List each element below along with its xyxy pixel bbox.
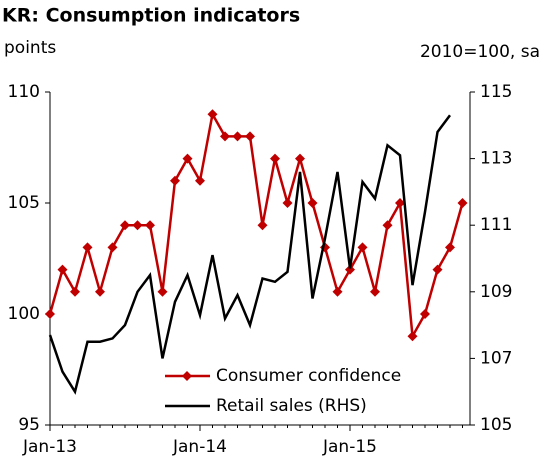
point-marker: [332, 286, 343, 297]
point-marker: [82, 242, 93, 253]
point-marker: [257, 220, 268, 231]
y-axis-label: points: [4, 38, 56, 58]
point-marker: [207, 109, 218, 120]
point-marker: [270, 153, 280, 164]
point-marker: [307, 198, 318, 208]
point-marker: [132, 220, 143, 231]
y2-axis-label: 2010=100, sa: [420, 42, 540, 62]
point-marker: [245, 131, 255, 142]
chart-title: KR: Consumption indicators: [2, 5, 300, 27]
y-tick-label: 95: [18, 415, 40, 435]
point-marker: [370, 286, 380, 297]
point-marker: [145, 220, 155, 231]
legend-label: Consumer confidence: [216, 366, 401, 386]
y2-tick-label: 111: [480, 215, 512, 235]
series-line: [48, 114, 451, 395]
point-marker: [282, 198, 293, 208]
legend-marker: [182, 371, 192, 381]
point-marker: [220, 131, 230, 142]
y2-tick-label: 113: [480, 149, 512, 169]
y2-tick-label: 109: [480, 282, 512, 302]
point-marker: [345, 264, 355, 275]
point-marker: [107, 242, 118, 253]
point-marker: [195, 175, 205, 186]
point-marker: [295, 153, 305, 164]
point-marker: [157, 286, 168, 297]
point-marker: [120, 220, 130, 231]
point-marker: [407, 331, 418, 342]
y-tick-label: 100: [8, 304, 40, 324]
y2-tick-label: 107: [480, 348, 512, 368]
point-marker: [57, 264, 68, 275]
point-marker: [420, 309, 430, 319]
point-marker: [382, 220, 393, 231]
y-tick-label: 110: [8, 82, 40, 102]
series-line: [48, 110, 464, 341]
y2-tick-label: 115: [480, 82, 512, 102]
point-marker: [70, 286, 80, 297]
point-marker: [457, 198, 468, 208]
legend-label: Retail sales (RHS): [216, 396, 367, 416]
point-marker: [232, 131, 243, 142]
x-tick-label: Jan-15: [322, 437, 377, 457]
point-marker: [432, 264, 443, 275]
point-marker: [170, 175, 180, 186]
point-marker: [182, 153, 193, 164]
point-marker: [95, 286, 105, 297]
y-tick-label: 105: [8, 193, 40, 213]
point-marker: [357, 242, 368, 253]
point-marker: [445, 242, 455, 253]
point-marker: [45, 309, 55, 319]
point-marker: [395, 198, 405, 208]
y2-tick-label: 105: [480, 415, 512, 435]
x-tick-label: Jan-13: [22, 437, 77, 457]
x-tick-label: Jan-14: [172, 437, 227, 457]
